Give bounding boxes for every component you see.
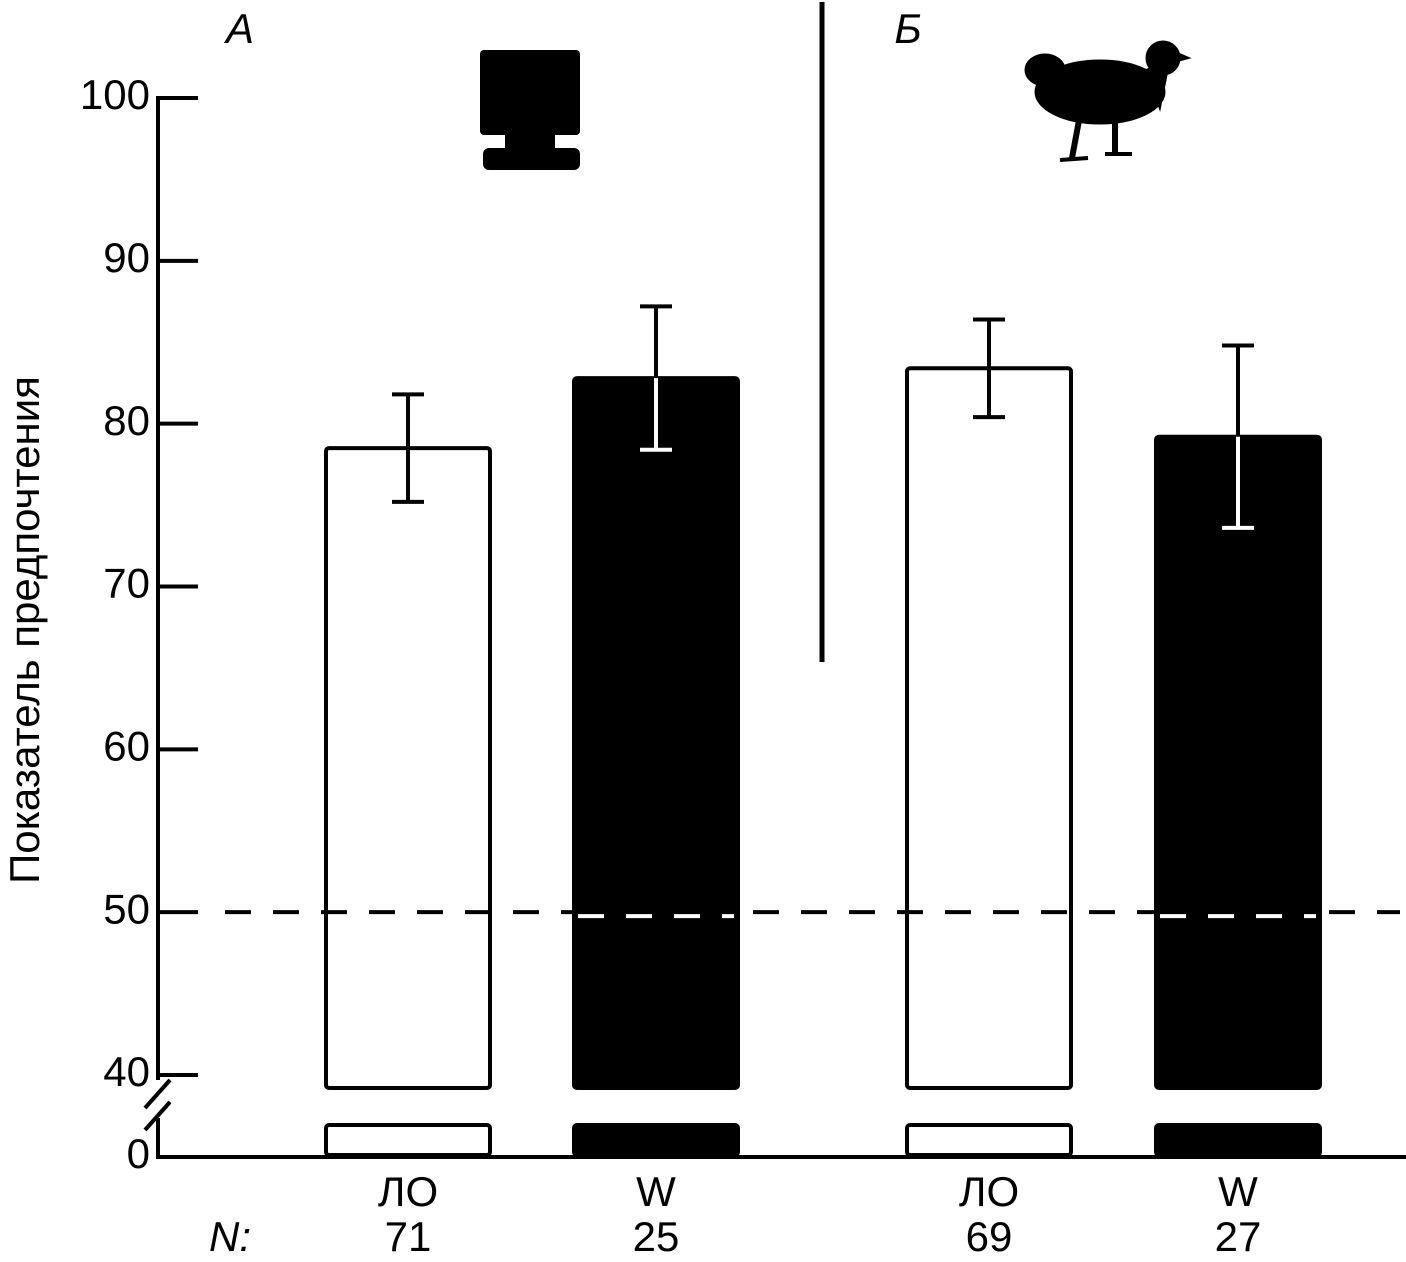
bar-stub <box>572 1123 740 1157</box>
y-tick-label: 50 <box>103 885 150 932</box>
x-tick-label: ЛО <box>378 1168 438 1215</box>
panel-label: А <box>223 5 254 52</box>
bar <box>905 366 1073 1090</box>
error-bar <box>973 317 1005 420</box>
bar-stub <box>324 1123 492 1157</box>
bar-stub <box>1154 1123 1322 1157</box>
n-value: 71 <box>385 1213 432 1260</box>
axis-break <box>143 1100 172 1132</box>
y-axis-label: Показатель предпочтения <box>1 376 48 884</box>
bar <box>572 376 740 1091</box>
error-bar <box>1222 343 1254 530</box>
n-value: 25 <box>633 1213 680 1260</box>
n-label: N: <box>209 1213 251 1260</box>
y-tick-label: 70 <box>103 560 150 607</box>
error-bar <box>392 392 424 504</box>
x-tick-label: W <box>1218 1168 1258 1215</box>
n-value: 27 <box>1215 1213 1262 1260</box>
y-tick-label: 40 <box>103 1048 150 1095</box>
x-tick-label: ЛО <box>959 1168 1019 1215</box>
panel-label: Б <box>894 5 921 52</box>
n-value: 69 <box>966 1213 1013 1260</box>
y-tick-label: 100 <box>80 71 150 118</box>
y-tick-label: 60 <box>103 722 150 769</box>
x-tick-label: W <box>636 1168 676 1215</box>
bar <box>324 446 492 1090</box>
hen-icon <box>1024 40 1192 162</box>
bar <box>1154 434 1322 1090</box>
axis-break <box>143 1078 172 1110</box>
error-bar <box>640 304 672 452</box>
y-tick-label: 0 <box>127 1130 150 1177</box>
y-tick-label: 80 <box>103 397 150 444</box>
y-tick-label: 90 <box>103 234 150 281</box>
monitor-icon <box>480 50 580 170</box>
bar-stub <box>905 1123 1073 1157</box>
